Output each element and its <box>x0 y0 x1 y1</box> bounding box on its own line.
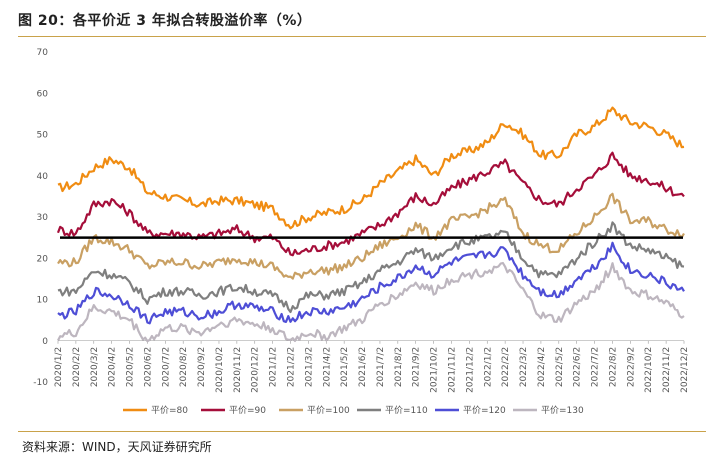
x-tick-label: 2020/8/2 <box>179 347 189 387</box>
x-tick-label: 2022/10/2 <box>644 347 654 393</box>
y-tick-label: 50 <box>37 131 49 141</box>
legend-label: 平价=110 <box>385 405 428 416</box>
x-tick-label: 2022/11/2 <box>662 347 672 393</box>
x-tick-label: 2021/3/2 <box>304 347 314 387</box>
x-tick-label: 2021/5/2 <box>340 347 350 387</box>
y-tick-label: 70 <box>37 48 49 58</box>
legend-label: 平价=120 <box>463 405 506 416</box>
x-tick-label: 2021/12/2 <box>465 347 475 393</box>
x-tick-label: 2020/12/2 <box>251 347 261 393</box>
series-line <box>57 241 685 325</box>
series-line <box>57 106 685 230</box>
x-tick-label: 2020/1/2 <box>54 347 64 387</box>
x-tick-label: 2021/10/2 <box>430 347 440 393</box>
y-tick-label: 30 <box>37 213 49 223</box>
x-tick-label: 2020/7/2 <box>161 347 171 387</box>
source-note: 资料来源：WIND，天风证券研究所 <box>22 440 212 454</box>
x-tick-label: 2020/11/2 <box>233 347 243 393</box>
x-tick-label: 2021/2/2 <box>287 347 297 387</box>
x-tick-label: 2022/7/2 <box>591 347 601 387</box>
x-tick-label: 2022/8/2 <box>608 347 618 387</box>
x-tick-label: 2020/10/2 <box>215 347 225 393</box>
x-tick-label: 2021/8/2 <box>394 347 404 387</box>
x-tick-label: 2020/9/2 <box>197 347 207 387</box>
x-tick-label: 2022/4/2 <box>537 347 547 387</box>
y-tick-label: 60 <box>37 89 49 99</box>
y-tick-label: 40 <box>37 172 49 182</box>
footer-divider <box>18 431 706 432</box>
x-tick-label: 2022/5/2 <box>555 347 565 387</box>
x-tick-label: 2020/6/2 <box>143 347 153 387</box>
y-tick-label: 20 <box>37 254 49 264</box>
x-tick-label: 2022/12/2 <box>680 347 690 393</box>
x-tick-label: 2020/3/2 <box>90 347 100 387</box>
x-tick-label: 2021/1/2 <box>269 347 279 387</box>
x-tick-label: 2020/5/2 <box>126 347 136 387</box>
x-tick-label: 2021/4/2 <box>322 347 332 387</box>
legend-label: 平价=130 <box>541 405 584 416</box>
x-tick-label: 2020/4/2 <box>108 347 118 387</box>
y-tick-label: 0 <box>42 337 48 347</box>
series-line <box>57 221 685 314</box>
x-tick-label: 2022/1/2 <box>483 347 493 387</box>
x-tick-label: 2022/9/2 <box>626 347 636 387</box>
series-line <box>57 192 685 280</box>
y-tick-label: 10 <box>37 296 49 306</box>
legend-label: 平价=90 <box>229 405 266 416</box>
y-tick-label: -10 <box>33 378 48 388</box>
x-tick-label: 2021/7/2 <box>376 347 386 387</box>
series-line <box>57 261 685 343</box>
x-tick-label: 2022/3/2 <box>519 347 529 387</box>
legend-label: 平价=100 <box>307 405 350 416</box>
figure-title: 图 20：各平价近 3 年拟合转股溢价率（%） <box>18 13 312 29</box>
x-tick-label: 2021/11/2 <box>447 347 457 393</box>
legend-label: 平价=80 <box>151 405 188 416</box>
x-tick-label: 2020/2/2 <box>72 347 82 387</box>
series-line <box>56 151 685 257</box>
x-tick-label: 2022/6/2 <box>573 347 583 387</box>
x-tick-label: 2021/6/2 <box>358 347 368 387</box>
x-tick-label: 2022/2/2 <box>501 347 511 387</box>
x-tick-label: 2021/9/2 <box>412 347 422 387</box>
title-divider <box>18 36 706 37</box>
